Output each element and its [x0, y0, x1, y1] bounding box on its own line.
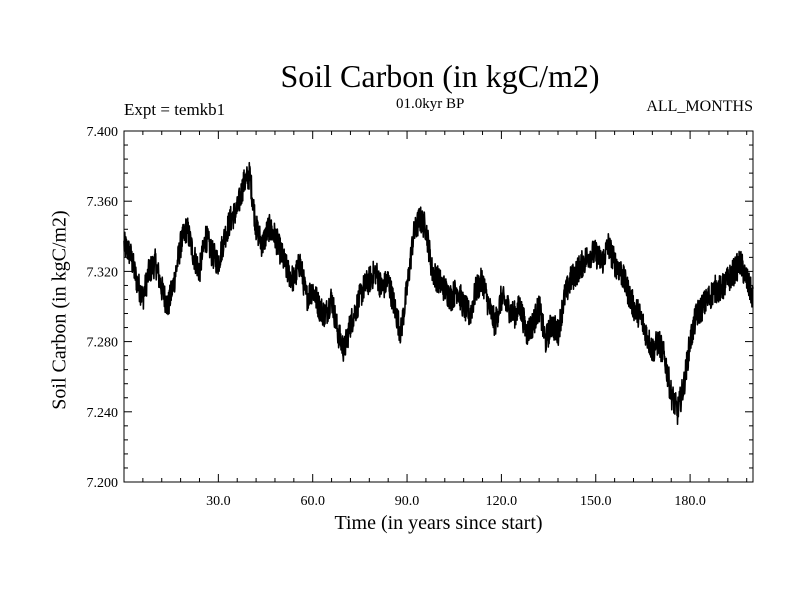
x-tick-label: 180.0 [674, 494, 706, 509]
y-tick-label: 7.240 [87, 406, 119, 421]
months-label: ALL_MONTHS [646, 98, 753, 115]
y-tick-label: 7.200 [87, 476, 119, 491]
x-tick-label: 90.0 [395, 494, 420, 509]
x-axis-label: Time (in years since start) [334, 512, 543, 534]
series-line-soil-carbon [123, 161, 754, 426]
y-tick-label: 7.280 [87, 336, 119, 351]
y-tick-label: 7.400 [87, 125, 119, 140]
experiment-label: Expt = temkb1 [124, 100, 226, 119]
y-tick-label: 7.360 [87, 195, 119, 210]
y-tick-label: 7.320 [87, 265, 119, 280]
chart-subtitle: 01.0kyr BP [396, 96, 465, 112]
x-tick-label: 120.0 [486, 494, 518, 509]
y-axis-label: Soil Carbon (in kgC/m2) [48, 210, 71, 410]
x-tick-label: 150.0 [580, 494, 612, 509]
x-tick-label: 30.0 [206, 494, 231, 509]
plot-frame [123, 130, 754, 483]
chart-title: Soil Carbon (in kgC/m2) [280, 58, 600, 94]
x-tick-label: 60.0 [300, 494, 325, 509]
